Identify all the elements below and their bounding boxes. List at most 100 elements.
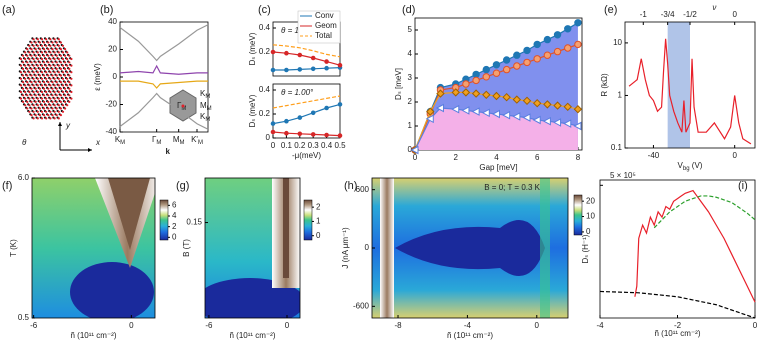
x-tick-label: -6: [30, 321, 38, 330]
lattice-site: [38, 67, 42, 70]
lattice-site: [68, 100, 71, 103]
lattice-site: [57, 38, 60, 41]
lattice-site: [68, 74, 71, 77]
heatmap-f: [32, 178, 155, 318]
lattice-site: [45, 71, 48, 74]
heatmap-h: [372, 178, 568, 318]
lattice-site: [55, 100, 58, 103]
lattice-site: [70, 97, 73, 100]
y-tick-label: 0: [266, 133, 271, 142]
lattice-site: [68, 67, 71, 70]
inset-label: ΓM: [177, 101, 186, 111]
y-tick-label: 0: [408, 145, 413, 154]
lattice-site: [53, 104, 56, 107]
lattice-site: [22, 74, 25, 77]
lattice-site: [55, 41, 58, 44]
lattice-site: [55, 61, 58, 64]
marker: [482, 65, 490, 74]
lattice-site: [51, 67, 54, 70]
lattice-site: [36, 117, 39, 120]
lattice-site: [57, 90, 60, 94]
lattice-site: [26, 107, 29, 110]
lattice-site: [59, 94, 63, 97]
lattice-site: [47, 87, 50, 90]
lattice-site: [22, 87, 25, 90]
marker: [297, 131, 303, 137]
y-tick-label: 0.2: [259, 47, 271, 56]
marker: [451, 104, 460, 114]
y-tick-label: 5 × 10⁵: [610, 171, 636, 180]
lattice-site: [57, 57, 60, 61]
x-axis-label: Vbg (V): [678, 161, 703, 171]
lattice-site: [30, 114, 33, 117]
x-tick-label: 0: [413, 153, 418, 162]
lattice-site: [57, 104, 60, 107]
lattice-site: [53, 38, 56, 41]
panel-label: (e): [604, 4, 617, 16]
inset-label: MM: [200, 101, 212, 111]
lattice-site: [38, 94, 42, 97]
lattice-site: [30, 107, 33, 110]
lattice-site: [38, 48, 42, 51]
colorbar-tick-label: 1: [316, 217, 321, 226]
x-tick-label: 0: [129, 321, 134, 330]
axis-arrows: [59, 122, 92, 151]
lattice-site: [32, 77, 35, 80]
marker: [270, 129, 276, 135]
lattice-site: [36, 57, 39, 61]
marker: [564, 44, 572, 52]
y-axis-label: B (T): [182, 239, 191, 257]
x-tick-label: 0: [285, 321, 290, 330]
lattice-site: [30, 41, 33, 44]
lattice-site: [47, 54, 50, 57]
lattice-site: [49, 90, 52, 94]
lattice-site: [36, 44, 39, 47]
lattice-site: [68, 94, 71, 97]
lattice-site: [22, 100, 25, 103]
y-tick-label: 6.0: [18, 173, 30, 182]
marker: [310, 132, 316, 137]
marker: [533, 55, 541, 63]
lattice-site: [49, 117, 52, 120]
marker: [543, 100, 552, 109]
lattice-site: [32, 71, 35, 74]
series-line: [414, 22, 579, 151]
marker: [553, 101, 562, 110]
lattice-site: [26, 100, 29, 103]
lattice-site: [45, 117, 48, 120]
lattice-site: [64, 61, 67, 64]
lattice-site: [40, 51, 44, 54]
series-line: [272, 103, 341, 125]
panel-label: (f): [2, 180, 12, 192]
lattice-site: [36, 38, 39, 41]
marker: [573, 104, 583, 114]
inset-label: KM: [200, 89, 210, 99]
marker: [310, 66, 316, 72]
y-tick-label: 0.4: [259, 85, 271, 94]
marker: [461, 106, 470, 115]
lattice-site: [49, 77, 52, 80]
lattice-site: [32, 51, 35, 54]
lattice-site: [38, 81, 42, 84]
lattice-site: [40, 44, 44, 47]
lattice-site: [66, 71, 69, 74]
lattice-site: [28, 84, 31, 87]
marker: [574, 40, 582, 49]
annotation: θ = 1.00°: [281, 88, 314, 97]
lattice-site: [32, 110, 35, 113]
lattice-site: [61, 64, 65, 67]
series-line: [414, 43, 579, 151]
marker: [553, 47, 562, 56]
marker: [543, 35, 552, 44]
lattice-site: [59, 81, 63, 84]
lattice-site: [64, 74, 67, 77]
marker: [563, 102, 572, 112]
lattice-site: [40, 84, 44, 87]
lattice-site: [59, 54, 63, 57]
marker: [513, 51, 521, 59]
x-tick-label: 0.1: [281, 141, 293, 150]
marker: [451, 88, 460, 97]
lattice-site: [70, 84, 73, 87]
y-tick-label: -20: [105, 100, 117, 109]
lattice-site: [57, 84, 60, 87]
